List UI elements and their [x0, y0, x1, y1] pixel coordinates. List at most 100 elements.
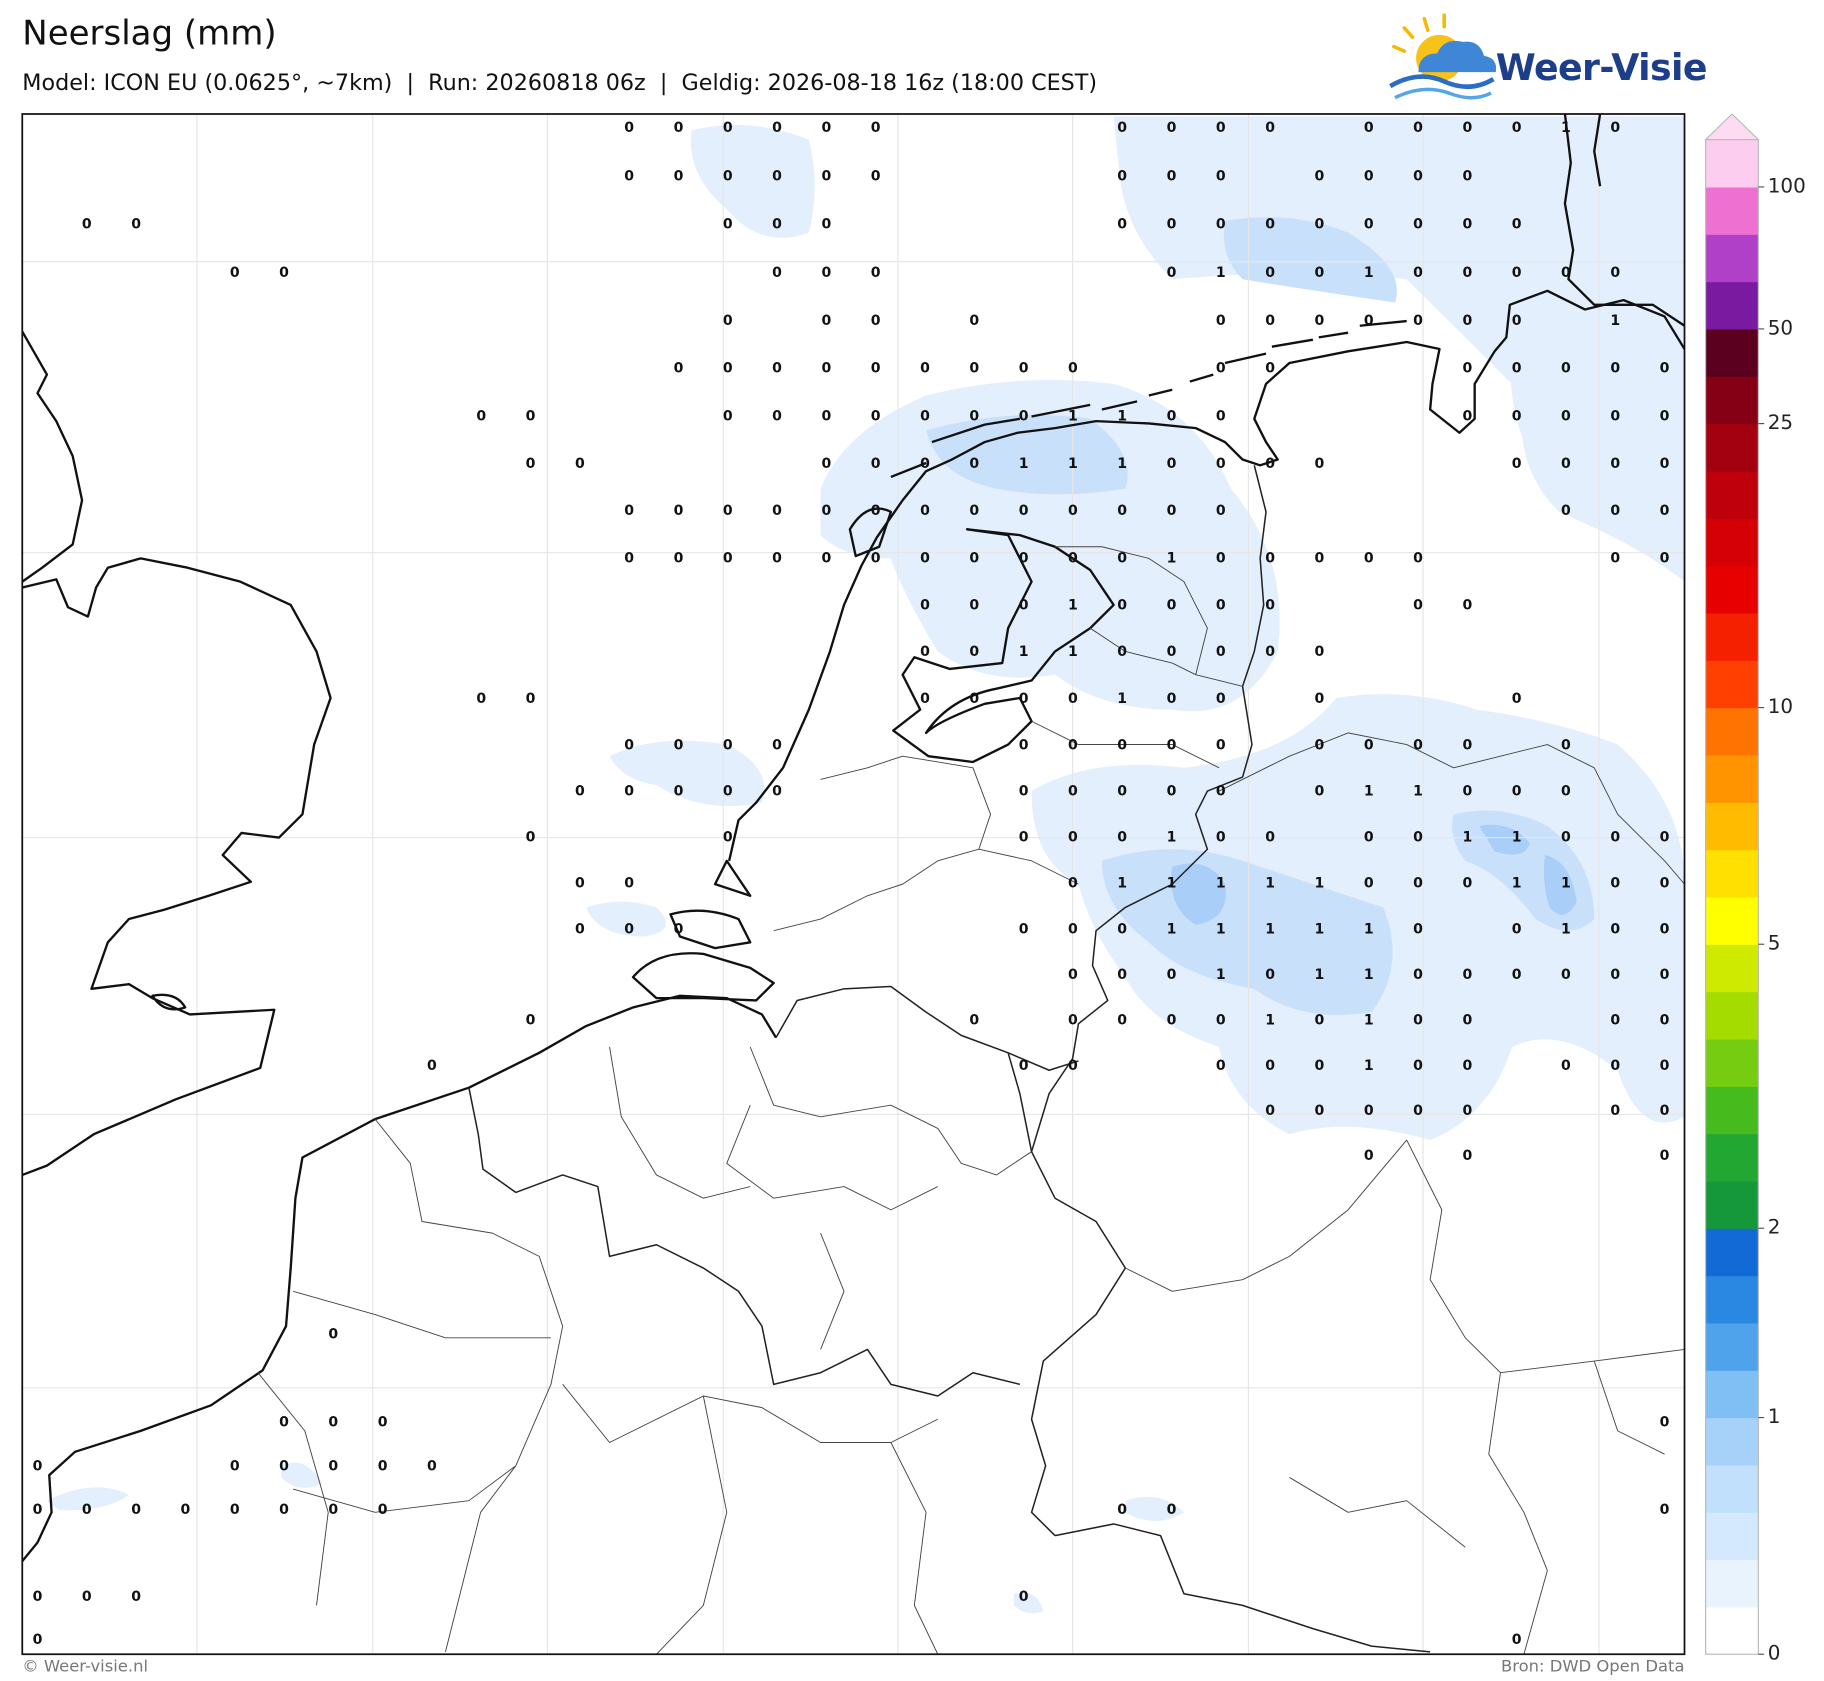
coastline — [151, 993, 187, 1011]
logo-wave — [1394, 87, 1492, 100]
precip-value: 0 — [181, 1502, 191, 1518]
precip-value: 1 — [1315, 967, 1325, 983]
precip-value: 0 — [1315, 644, 1325, 660]
precip-value: 0 — [1413, 550, 1423, 566]
colorbar-tick-label: 2 — [1768, 1216, 1781, 1239]
country-border — [1054, 1523, 1431, 1653]
precip-value: 0 — [772, 784, 782, 800]
precip-value: 0 — [1462, 408, 1472, 424]
colorbar-segment — [1705, 1370, 1759, 1419]
province-border — [257, 1118, 939, 1655]
precip-value: 0 — [82, 217, 92, 233]
precip-value: 0 — [674, 503, 684, 519]
colorbar-segment — [1705, 1417, 1759, 1466]
precip-value: 0 — [1660, 876, 1670, 892]
precip-value: 0 — [1265, 265, 1275, 281]
precip-value: 0 — [1216, 691, 1226, 707]
precip-value: 0 — [821, 168, 831, 184]
precip-value: 0 — [1364, 168, 1374, 184]
precip-value: 0 — [871, 456, 881, 472]
precip-value: 1 — [1216, 265, 1226, 281]
precip-value: 0 — [674, 737, 684, 753]
precip-value: 0 — [920, 408, 930, 424]
precip-value: 0 — [1315, 1103, 1325, 1119]
precip-value: 0 — [1413, 876, 1423, 892]
precip-value: 0 — [772, 217, 782, 233]
precip-value: 0 — [1265, 644, 1275, 660]
precip-value: 1 — [1117, 691, 1127, 707]
precip-value: 0 — [1019, 361, 1029, 377]
precip-value: 0 — [871, 408, 881, 424]
precip-value: 0 — [1265, 361, 1275, 377]
precip-value: 0 — [1167, 265, 1177, 281]
precip-value: 1 — [1068, 408, 1078, 424]
precip-value: 0 — [1610, 876, 1620, 892]
precip-value: 1 — [1216, 967, 1226, 983]
precip-value: 0 — [1315, 265, 1325, 281]
precip-value: 0 — [871, 120, 881, 136]
precip-value: 0 — [1660, 1058, 1670, 1074]
precip-value: 0 — [1117, 120, 1127, 136]
precip-value: 0 — [1216, 313, 1226, 329]
precip-value: 0 — [624, 550, 634, 566]
colorbar-tick-label: 5 — [1768, 932, 1781, 955]
colorbar-segment — [1705, 328, 1759, 377]
precip-value: 0 — [821, 265, 831, 281]
title: Neerslag (mm) — [22, 13, 276, 52]
precip-value: 0 — [772, 168, 782, 184]
precip-value: 0 — [1315, 217, 1325, 233]
coastline — [1563, 114, 1685, 327]
precip-value: 0 — [1265, 830, 1275, 846]
colorbar-segment — [1705, 1512, 1759, 1561]
precip-value: 1 — [1364, 967, 1374, 983]
precip-area — [1223, 217, 1397, 303]
precip-value: 0 — [1167, 644, 1177, 660]
precip-value: 0 — [1610, 550, 1620, 566]
colorbar-segment — [1705, 423, 1759, 472]
country-border — [1030, 465, 1267, 1537]
precip-value: 0 — [871, 313, 881, 329]
precip-value: 0 — [1413, 120, 1423, 136]
precip-value: 0 — [1117, 1013, 1127, 1029]
precip-value: 0 — [1512, 784, 1522, 800]
precip-value: 0 — [723, 784, 733, 800]
precip-value: 0 — [1660, 456, 1670, 472]
precip-value: 1 — [1068, 456, 1078, 472]
precip-value: 1 — [1167, 550, 1177, 566]
precip-value: 0 — [821, 456, 831, 472]
colorbar-segment — [1705, 849, 1759, 898]
precip-value: 1 — [1265, 1013, 1275, 1029]
precip-value: 0 — [821, 408, 831, 424]
precip-value: 1 — [1019, 644, 1029, 660]
precip-value: 0 — [1068, 1013, 1078, 1029]
colorbar-segment — [1705, 1606, 1759, 1655]
colorbar-segment — [1705, 139, 1759, 188]
precip-value: 0 — [723, 361, 733, 377]
precip-value: 0 — [1117, 168, 1127, 184]
precip-value: 0 — [1216, 120, 1226, 136]
precip-value: 0 — [1462, 784, 1472, 800]
precip-value: 0 — [1462, 265, 1472, 281]
precip-value: 0 — [1660, 503, 1670, 519]
precip-value: 0 — [1167, 503, 1177, 519]
colorbar-segment — [1705, 565, 1759, 614]
precip-value: 0 — [1413, 967, 1423, 983]
precip-value: 0 — [1265, 217, 1275, 233]
precip-value: 0 — [1216, 503, 1226, 519]
precip-value: 0 — [1561, 830, 1571, 846]
precip-value: 1 — [1364, 265, 1374, 281]
precip-value: 0 — [1561, 456, 1571, 472]
precip-value: 0 — [1019, 922, 1029, 938]
precip-value: 0 — [969, 408, 979, 424]
precip-value: 1 — [1364, 1058, 1374, 1074]
coastline — [22, 330, 84, 583]
coastline — [631, 859, 775, 1002]
precip-value: 0 — [772, 120, 782, 136]
precip-value: 0 — [1315, 737, 1325, 753]
precip-value: 0 — [1660, 1502, 1670, 1518]
precip-value: 0 — [1216, 168, 1226, 184]
precip-value: 0 — [1019, 408, 1029, 424]
coastline — [22, 994, 778, 1562]
